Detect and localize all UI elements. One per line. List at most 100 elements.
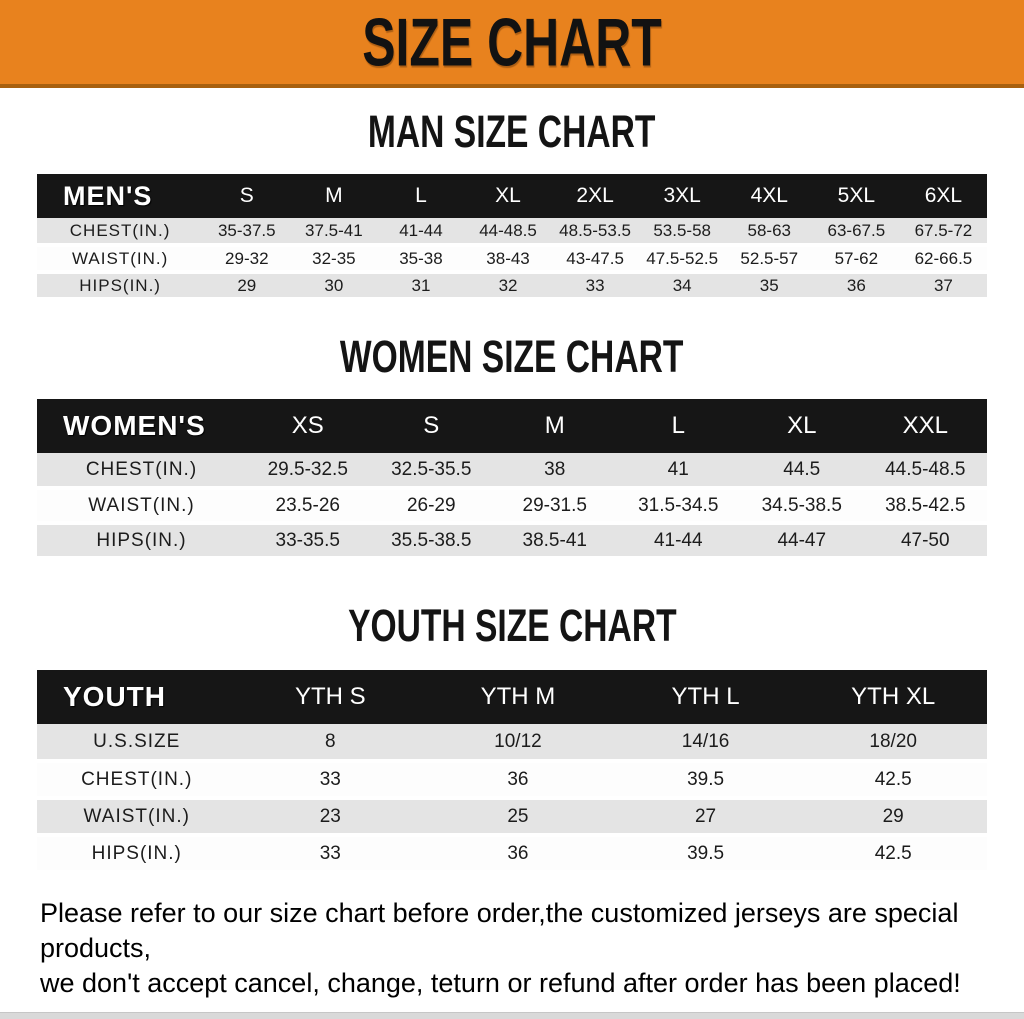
table-row: CHEST(IN.) 33 36 39.5 42.5 — [37, 761, 987, 799]
size-value: 44-47 — [777, 529, 827, 551]
size-column-header: 5XL — [837, 184, 876, 208]
size-value: 38.5-41 — [522, 529, 587, 551]
size-column-header: 6XL — [924, 184, 963, 208]
table-header-row: YOUTH YTH S YTH M YTH L YTH XL — [37, 670, 987, 725]
size-value: 34 — [672, 275, 692, 295]
size-value: 42.5 — [874, 768, 912, 790]
table-row: CHEST(IN.) 35-37.5 37.5-41 41-44 44-48.5 48.5… — [37, 218, 987, 246]
size-value: 44.5 — [783, 458, 821, 480]
disclaimer-line-1: Please refer to our size chart before or… — [40, 898, 959, 964]
size-value: 67.5-72 — [914, 220, 973, 240]
size-value: 33 — [319, 768, 341, 790]
size-value: 44.5-48.5 — [885, 458, 966, 480]
bottom-edge-strip — [0, 1012, 1024, 1019]
size-value: 25 — [507, 805, 529, 827]
size-value: 38 — [544, 458, 566, 480]
size-value: 32.5-35.5 — [391, 458, 472, 480]
disclaimer-line-2: we don't accept cancel, change, teturn o… — [40, 968, 961, 999]
row-label: CHEST(IN.) — [81, 768, 193, 790]
size-value: 31.5-34.5 — [638, 494, 719, 516]
size-value: 39.5 — [687, 842, 725, 864]
size-value: 47.5-52.5 — [646, 248, 719, 268]
size-value: 42.5 — [874, 842, 912, 864]
size-value: 38.5-42.5 — [885, 494, 966, 516]
size-value: 34.5-38.5 — [761, 494, 842, 516]
women-section-heading: WOMEN SIZE CHART — [0, 331, 1024, 382]
size-value: 37.5-41 — [305, 220, 363, 240]
table-group-label: MEN'S — [63, 180, 153, 211]
youth-size-table: YOUTH YTH S YTH M YTH L YTH XL U.S.SIZE 8 10/12… — [37, 670, 987, 874]
size-column-header: 4XL — [750, 184, 788, 208]
size-value: 47-50 — [900, 529, 950, 551]
size-value: 35.5-38.5 — [391, 529, 472, 551]
table-row: WAIST(IN.) 29-32 32-35 35-38 38-43 43-47.5 47.… — [37, 245, 987, 273]
size-value: 39.5 — [687, 768, 725, 790]
size-column-header: 2XL — [576, 184, 614, 208]
size-column-header: 3XL — [663, 184, 701, 208]
size-value: 38-43 — [486, 248, 530, 268]
size-column-header: XL — [787, 412, 817, 440]
size-value: 41-44 — [399, 220, 443, 240]
size-value: 29 — [237, 275, 257, 295]
size-value: 36 — [846, 275, 866, 295]
size-value: 29 — [882, 805, 904, 827]
size-value: 37 — [933, 275, 953, 295]
size-value: 26-29 — [406, 494, 456, 516]
banner-title: SIZE CHART — [362, 3, 662, 81]
size-column-header: L — [415, 184, 427, 208]
youth-section-heading-text: YOUTH SIZE CHART — [347, 600, 677, 652]
size-value: 35-38 — [399, 248, 443, 268]
size-value: 29.5-32.5 — [267, 458, 348, 480]
size-column-header: YTH S — [294, 683, 366, 711]
size-value: 36 — [507, 842, 529, 864]
row-label: WAIST(IN.) — [88, 494, 195, 516]
size-value: 52.5-57 — [740, 248, 799, 268]
table-row: WAIST(IN.) 23.5-26 26-29 29-31.5 31.5-34.5 34… — [37, 488, 987, 524]
size-value: 29-32 — [225, 248, 269, 268]
disclaimer: Please refer to our size chart before or… — [0, 896, 1024, 1001]
size-column-header: M — [325, 184, 343, 208]
table-row: HIPS(IN.) 33-35.5 35.5-38.5 38.5-41 41-44 44-… — [37, 523, 987, 559]
size-value: 8 — [325, 730, 336, 752]
table-group-label: WOMEN'S — [63, 410, 206, 442]
size-value: 53.5-58 — [653, 220, 712, 240]
youth-section-heading: YOUTH SIZE CHART — [0, 600, 1024, 652]
table-header-row: WOMEN'S XS S M L XL XXL — [37, 399, 987, 454]
size-value: 63-67.5 — [827, 220, 886, 240]
row-label: WAIST(IN.) — [72, 248, 169, 268]
row-label: U.S.SIZE — [93, 730, 181, 752]
banner: SIZE CHART — [0, 0, 1024, 88]
size-column-header: M — [544, 412, 565, 440]
table-row: HIPS(IN.) 29 30 31 32 33 34 35 36 37 — [37, 272, 987, 300]
size-value: 43-47.5 — [566, 248, 624, 268]
size-value: 35 — [759, 275, 779, 295]
row-label: HIPS(IN.) — [96, 529, 187, 551]
table-row: U.S.SIZE 8 10/12 14/16 18/20 — [37, 724, 987, 762]
size-value: 62-66.5 — [914, 248, 973, 268]
size-value: 33-35.5 — [275, 529, 340, 551]
row-label: CHEST(IN.) — [69, 220, 171, 240]
row-label: CHEST(IN.) — [85, 458, 198, 480]
size-value: 30 — [324, 275, 344, 295]
women-section-heading-text: WOMEN SIZE CHART — [340, 331, 684, 382]
size-value: 32-35 — [312, 248, 356, 268]
size-value: 14/16 — [681, 730, 730, 752]
table-group-label: YOUTH — [63, 681, 166, 713]
size-value: 41-44 — [653, 529, 703, 551]
size-value: 44-48.5 — [479, 220, 537, 240]
table-row: HIPS(IN.) 33 36 39.5 42.5 — [37, 835, 987, 873]
size-value: 33 — [585, 275, 605, 295]
size-column-header: YTH XL — [851, 683, 936, 711]
mens-size-table: MEN'S S M L XL 2XL 3XL 4XL 5XL 6XL CHEST(IN.) 35-37… — [37, 174, 987, 301]
size-value: 29-31.5 — [522, 494, 587, 516]
size-value: 10/12 — [494, 730, 542, 752]
size-value: 36 — [507, 768, 529, 790]
size-column-header: S — [239, 184, 254, 208]
size-value: 31 — [411, 275, 431, 295]
size-value: 33 — [319, 842, 341, 864]
table-row: CHEST(IN.) 29.5-32.5 32.5-35.5 38 41 44.5 44.5… — [37, 453, 987, 489]
size-value: 18/20 — [869, 730, 917, 752]
man-section-heading-text: MAN SIZE CHART — [368, 106, 656, 157]
size-value: 58-63 — [747, 220, 791, 240]
row-label: HIPS(IN.) — [79, 275, 161, 295]
